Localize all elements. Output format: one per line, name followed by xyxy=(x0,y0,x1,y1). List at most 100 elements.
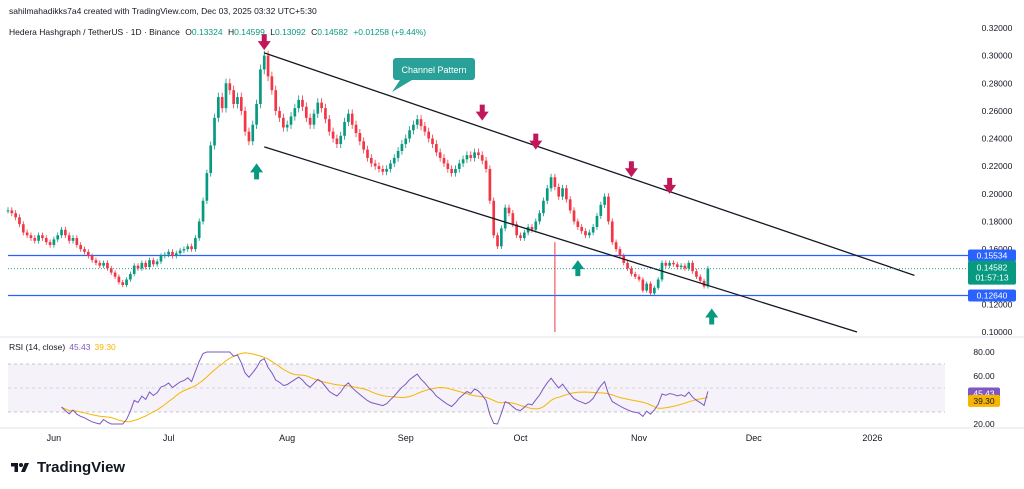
candle xyxy=(94,260,98,263)
price-tick-label: 0.28000 xyxy=(982,78,1013,88)
tradingview-brand[interactable]: TradingView xyxy=(9,459,125,476)
candle xyxy=(37,235,40,241)
candle xyxy=(637,276,641,280)
level-price-tag xyxy=(968,249,1016,262)
low-label: L xyxy=(270,27,275,37)
candle xyxy=(461,159,465,164)
candle xyxy=(67,235,71,241)
candle xyxy=(568,199,572,211)
candle xyxy=(171,251,174,256)
candle xyxy=(645,283,649,291)
candle xyxy=(415,119,419,125)
candle xyxy=(209,145,213,174)
rsi-legend-value: 45.43 xyxy=(69,342,91,352)
candle xyxy=(282,117,285,128)
candle xyxy=(90,256,94,261)
candle xyxy=(392,157,396,164)
candle xyxy=(251,124,255,142)
candle xyxy=(557,186,561,197)
countdown-label: 01:57:13 xyxy=(975,273,1008,283)
candle xyxy=(25,232,29,236)
candle xyxy=(572,210,576,222)
candle xyxy=(217,97,220,118)
candle xyxy=(698,276,702,281)
rsi-line xyxy=(61,351,709,425)
down-arrow-icon xyxy=(663,177,677,194)
candle xyxy=(163,254,167,256)
candle xyxy=(56,235,60,240)
candle xyxy=(335,138,339,145)
price-tick-label: 0.22000 xyxy=(982,161,1013,171)
time-tick-label: 2026 xyxy=(862,433,882,443)
candle xyxy=(683,265,687,269)
candle xyxy=(587,232,591,236)
candle xyxy=(83,249,86,252)
candle xyxy=(52,239,56,245)
candle xyxy=(396,150,400,158)
channel-lower-line xyxy=(264,146,858,333)
candle xyxy=(304,106,308,118)
candle xyxy=(224,83,228,109)
channel-upper-line xyxy=(264,52,915,276)
candle xyxy=(500,228,503,247)
candle xyxy=(274,90,278,111)
high-label: H xyxy=(228,27,235,37)
candle xyxy=(515,224,518,236)
level-price-tag xyxy=(968,289,1016,302)
price-tick-label: 0.30000 xyxy=(982,51,1013,61)
candle xyxy=(576,221,580,227)
candle xyxy=(675,264,679,268)
candle xyxy=(507,207,511,214)
channel-pattern-callout xyxy=(393,58,475,80)
candle xyxy=(243,110,247,132)
candle xyxy=(136,265,140,269)
candle xyxy=(301,99,304,107)
candle xyxy=(213,117,216,146)
candle xyxy=(584,231,587,236)
candle xyxy=(113,272,117,277)
symbol-label[interactable]: Hedera Hashgraph / TetherUS · 1D · Binan… xyxy=(9,27,180,37)
candle xyxy=(599,204,603,216)
candle xyxy=(331,131,335,139)
callout-text: Channel Pattern xyxy=(401,65,466,75)
rsi-value-label: 45.43 xyxy=(973,388,995,398)
callout-pointer xyxy=(392,80,412,92)
candle xyxy=(538,213,541,222)
candle xyxy=(695,271,698,277)
candle xyxy=(687,262,691,269)
rsi-legend: RSI (14, close) 45.43 39.30 xyxy=(9,342,116,352)
candle xyxy=(6,210,10,212)
candle xyxy=(140,262,144,269)
candle xyxy=(530,226,534,230)
candle xyxy=(48,242,52,245)
candle xyxy=(182,249,186,251)
up-arrow-icon xyxy=(571,260,585,277)
candle xyxy=(343,121,346,136)
candle xyxy=(381,168,385,172)
candle xyxy=(385,168,388,172)
candle xyxy=(630,268,633,274)
candle xyxy=(220,97,224,109)
rsi-legend-title[interactable]: RSI (14, close) xyxy=(9,342,66,352)
candle xyxy=(327,119,331,132)
candle xyxy=(480,155,484,161)
candle xyxy=(201,200,205,222)
time-tick-label: Dec xyxy=(746,433,763,443)
candle xyxy=(148,260,151,268)
rsi-legend-ma-value: 39.30 xyxy=(94,342,116,352)
candle xyxy=(102,262,105,266)
down-arrow-icon xyxy=(475,104,489,121)
candle xyxy=(649,283,652,294)
price-tick-label: 0.10000 xyxy=(982,327,1013,337)
candle xyxy=(610,221,614,243)
candle xyxy=(86,251,90,256)
current-price-label: 0.14582 xyxy=(977,263,1008,273)
candle xyxy=(159,256,163,262)
time-tick-label: Aug xyxy=(279,433,295,443)
candle xyxy=(377,166,381,169)
candle xyxy=(339,135,343,145)
candle xyxy=(14,213,17,218)
candle xyxy=(542,200,545,214)
candle xyxy=(607,196,610,222)
